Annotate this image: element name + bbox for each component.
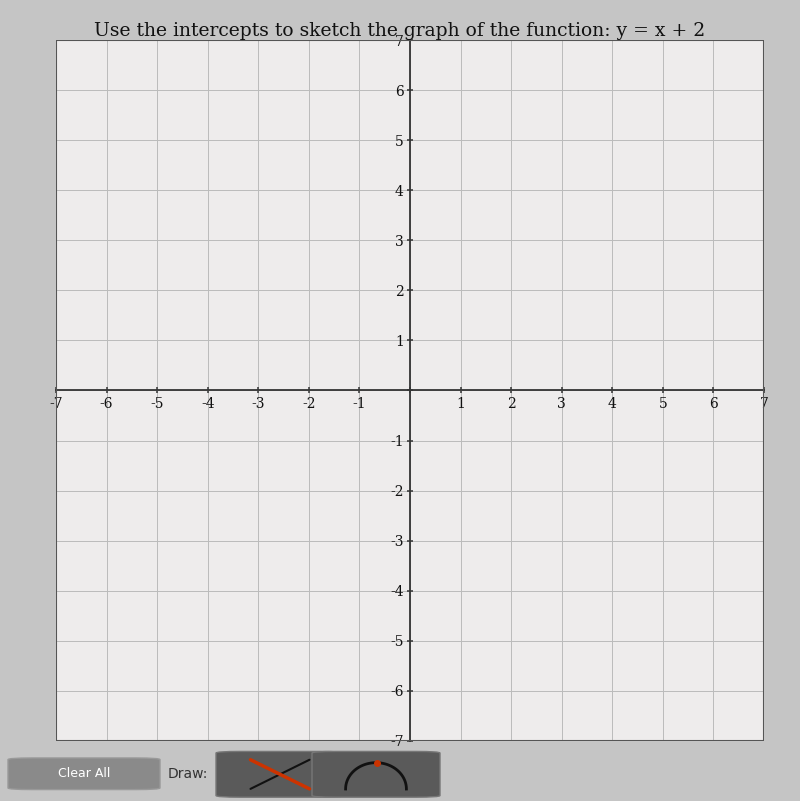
Text: Clear All: Clear All — [58, 767, 110, 780]
FancyBboxPatch shape — [312, 751, 440, 797]
Text: Draw:: Draw: — [168, 767, 208, 781]
Text: Use the intercepts to sketch the graph of the function: y = x + 2: Use the intercepts to sketch the graph o… — [94, 22, 706, 40]
FancyBboxPatch shape — [216, 751, 344, 797]
FancyBboxPatch shape — [8, 758, 160, 790]
